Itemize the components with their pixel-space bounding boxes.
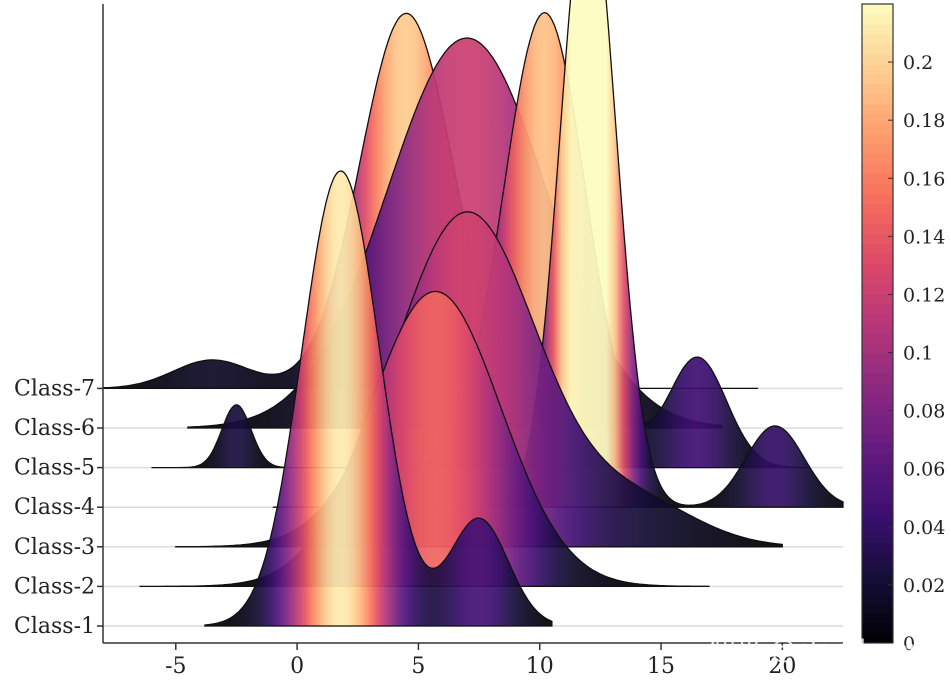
colorbar-band (862, 493, 893, 504)
class-label-1: Class-1 (14, 614, 95, 639)
axes (102, 4, 843, 644)
colorbar-band (862, 373, 893, 384)
class-label-7: Class-7 (14, 376, 95, 401)
colorbar-tick-label: 0.14 (903, 226, 945, 248)
colorbar-band (862, 563, 893, 574)
class-label-2: Class-2 (14, 574, 95, 599)
watermark: 知乎 @slandarer (710, 635, 919, 665)
colorbar-tick-label: 0.02 (903, 575, 945, 597)
colorbar-band (862, 173, 893, 185)
colorbar-band (862, 553, 893, 564)
colorbar-band (862, 153, 893, 165)
colorbar-band (862, 543, 893, 554)
colorbar-band (862, 403, 893, 414)
colorbar-band (862, 33, 893, 45)
colorbar-tick-label: 0 (903, 633, 915, 655)
colorbar-band (862, 573, 893, 584)
colorbar-band (862, 523, 893, 534)
colorbar-band (862, 513, 893, 524)
colorbar-band (862, 453, 893, 464)
colorbar-band (862, 23, 893, 35)
colorbar-band (862, 353, 893, 364)
colorbar-band (862, 83, 893, 95)
x-axis-ticks: -5 0 5 10 15 20 (165, 643, 796, 679)
colorbar-tick-label: 0.18 (903, 110, 945, 132)
colorbar-band (862, 293, 893, 304)
colorbar-band (862, 443, 893, 454)
colorbar-band (862, 203, 893, 215)
colorbar-band (862, 233, 893, 245)
colorbar-band (862, 633, 893, 644)
colorbar-tick-label: 0.16 (903, 168, 945, 190)
colorbar-band (862, 43, 893, 55)
x-tick-label: 5 (411, 654, 425, 679)
colorbar-band (862, 413, 893, 424)
class-label-4: Class-4 (14, 495, 95, 520)
colorbar: 0 0.02 0.04 0.06 0.08 0.1 0.12 0.14 0.16 0.18 0.2 (861, 3, 945, 655)
colorbar-band (862, 183, 893, 195)
colorbar-band (862, 243, 893, 255)
colorbar-band (862, 163, 893, 175)
colorbar-band (862, 4, 893, 15)
colorbar-band (862, 123, 893, 135)
colorbar-band (862, 383, 893, 394)
colorbar-band (862, 393, 893, 404)
colorbar-tick-label: 0.12 (903, 284, 945, 306)
colorbar-tick-label: 0.06 (903, 459, 945, 481)
colorbar-band (862, 483, 893, 494)
colorbar-band (862, 593, 893, 604)
colorbar-band (862, 433, 893, 444)
colorbar-band (862, 603, 893, 614)
x-tick-label: 20 (768, 654, 796, 679)
colorbar-band (862, 623, 893, 634)
class-labels: Class-1 Class-2 Class-3 Class-4 Class-5 Class… (14, 376, 103, 639)
colorbar-tick-label: 0.08 (903, 401, 945, 423)
colorbar-band (862, 283, 893, 294)
colorbar-band (862, 53, 893, 65)
x-tick-label: 15 (647, 654, 675, 679)
colorbar-band (862, 193, 893, 205)
colorbar-band (862, 143, 893, 155)
x-tick-label: -5 (165, 654, 186, 679)
class-label-6: Class-6 (14, 416, 95, 441)
x-tick-label: 0 (290, 654, 304, 679)
colorbar-band (862, 263, 893, 274)
colorbar-band (862, 613, 893, 624)
colorbar-band (862, 253, 893, 264)
colorbar-tick-label: 0.2 (903, 52, 933, 74)
colorbar-band (862, 223, 893, 235)
ridge-class-2 (139, 290, 710, 588)
colorbar-band (862, 213, 893, 225)
colorbar-band (862, 363, 893, 374)
colorbar-band (862, 303, 893, 314)
colorbar-frame (861, 3, 894, 644)
colorbar-band (862, 333, 893, 344)
colorbar-band (862, 323, 893, 334)
colorbar-band (862, 93, 893, 105)
colorbar-band (862, 133, 893, 145)
colorbar-band (862, 503, 893, 514)
colorbar-band (862, 313, 893, 324)
colorbar-band (862, 343, 893, 354)
ridges (102, 0, 844, 627)
colorbar-band (862, 73, 893, 85)
colorbar-band (862, 473, 893, 484)
colorbar-band (862, 463, 893, 474)
colorbar-band (862, 113, 893, 125)
colorbar-band (862, 103, 893, 115)
x-tick-label: 10 (526, 654, 554, 679)
colorbar-band (862, 533, 893, 544)
colorbar-band (862, 13, 893, 25)
colorbar-band (862, 423, 893, 434)
class-label-3: Class-3 (14, 535, 95, 560)
colorbar-band (862, 63, 893, 75)
colorbar-band (862, 273, 893, 284)
ridge-class-1 (204, 170, 553, 627)
colorbar-tick-label: 0.1 (903, 343, 933, 365)
class-label-5: Class-5 (14, 456, 95, 481)
colorbar-tick-label: 0.04 (903, 517, 945, 539)
colorbar-band (862, 583, 893, 594)
